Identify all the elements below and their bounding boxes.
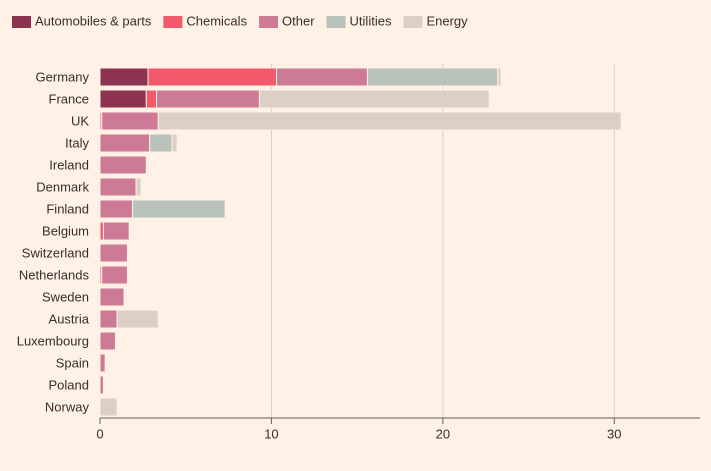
x-tick-label: 10	[264, 426, 278, 441]
y-tick-label: Netherlands	[19, 267, 90, 282]
y-tick-label: Italy	[65, 135, 89, 150]
bar-segment	[99, 397, 118, 417]
bar-segment	[99, 199, 134, 219]
bar-segment	[258, 89, 490, 109]
bar-segment	[99, 309, 118, 329]
bar-segment	[99, 375, 104, 395]
bar-segment	[99, 221, 104, 241]
bar-segment	[156, 89, 260, 109]
bar-segment	[497, 67, 502, 87]
y-tick-label: Poland	[49, 377, 89, 392]
bar-segment	[99, 243, 128, 263]
legend-swatch	[163, 16, 183, 28]
bar-segment	[99, 89, 147, 109]
legend-label: Chemicals	[186, 13, 247, 28]
bar-segment	[101, 111, 159, 131]
bar-segment	[366, 67, 499, 87]
y-tick-label: Spain	[56, 355, 89, 370]
bar-segment	[149, 133, 173, 153]
legend-label: Other	[282, 13, 315, 28]
y-tick-label: Belgium	[42, 223, 89, 238]
bar-segment	[102, 221, 130, 241]
bar-segment	[135, 177, 142, 197]
y-tick-label: Ireland	[49, 157, 89, 172]
y-tick-label: Luxembourg	[17, 333, 89, 348]
y-tick-label: UK	[71, 113, 89, 128]
y-tick-label: Germany	[36, 69, 90, 84]
legend-swatch	[259, 16, 279, 28]
bar-segment	[99, 155, 147, 175]
bar-segment	[171, 133, 178, 153]
x-tick-label: 20	[436, 426, 450, 441]
bar-segment	[99, 67, 149, 87]
legend-label: Energy	[426, 13, 468, 28]
bar-segment	[99, 287, 125, 307]
bar-segment	[99, 331, 116, 351]
bar-segment	[101, 265, 128, 285]
legend-swatch	[403, 16, 423, 28]
y-tick-label: Sweden	[42, 289, 89, 304]
bar-segment	[99, 353, 106, 373]
y-tick-label: Austria	[49, 311, 90, 326]
bar-segment	[157, 111, 622, 131]
y-tick-label: France	[49, 91, 89, 106]
bar-segment	[145, 89, 158, 109]
bar-segment	[276, 67, 368, 87]
bar-segment	[99, 133, 151, 153]
legend-swatch	[12, 16, 31, 28]
x-tick-label: 30	[607, 426, 621, 441]
bar-segment	[132, 199, 226, 219]
legend-label: Automobiles & parts	[35, 13, 152, 28]
bar-segment	[99, 177, 137, 197]
legend-label: Utilities	[350, 13, 392, 28]
bar-segment	[116, 309, 159, 329]
legend-swatch	[326, 16, 346, 28]
x-tick-label: 0	[96, 426, 103, 441]
bar-segment	[147, 67, 278, 87]
y-tick-label: Norway	[45, 399, 90, 414]
y-tick-label: Finland	[46, 201, 89, 216]
y-tick-label: Denmark	[36, 179, 89, 194]
y-tick-label: Switzerland	[22, 245, 89, 260]
